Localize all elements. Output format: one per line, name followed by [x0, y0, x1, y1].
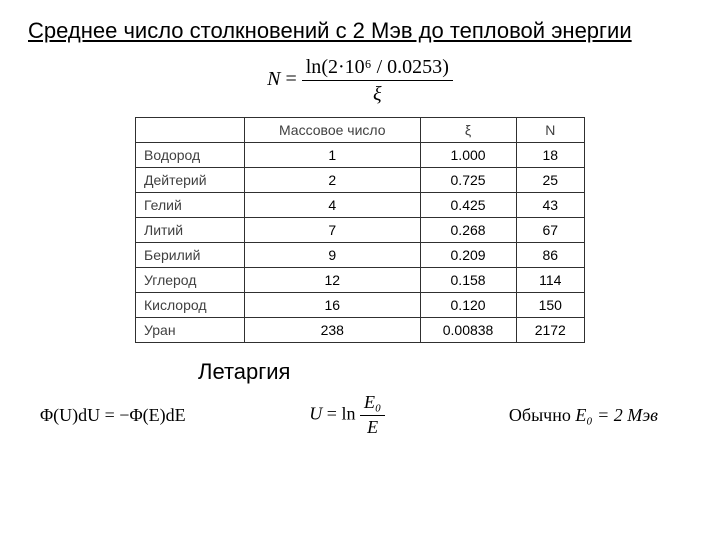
page-title: Среднее число столкновений с 2 Мэв до те…: [28, 18, 692, 44]
table-row: Гелий 4 0.425 43: [136, 193, 585, 218]
collision-formula: N = ln(2·10⁶ / 0.0253) ξ: [28, 56, 692, 105]
flux-relation: Φ(U)dU = −Φ(E)dE: [40, 405, 186, 426]
table-row: Кислород 16 0.120 150: [136, 293, 585, 318]
table-row: Углерод 12 0.158 114: [136, 268, 585, 293]
u-definition: U = ln E₀ E: [309, 393, 385, 438]
bottom-formulas: Φ(U)dU = −Φ(E)dE U = ln E₀ E Обычно E₀ =…: [28, 393, 692, 438]
col-header-massnum: Массовое число: [245, 118, 421, 143]
col-header-blank: [136, 118, 245, 143]
table-row: Литий 7 0.268 67: [136, 218, 585, 243]
table-header-row: Массовое число ξ N: [136, 118, 585, 143]
col-header-xi: ξ: [420, 118, 516, 143]
ln-arg: 2·10⁶ / 0.0253: [328, 56, 442, 78]
collision-table: Массовое число ξ N Водород 1 1.000 18 Де…: [135, 117, 585, 343]
table-row: Уран 238 0.00838 2172: [136, 318, 585, 343]
table-row: Дейтерий 2 0.725 25: [136, 168, 585, 193]
ln-label: ln: [306, 56, 322, 78]
table-row: Водород 1 1.000 18: [136, 143, 585, 168]
usually-note: Обычно E₀ = 2 Мэв: [509, 405, 658, 426]
table-row: Берилий 9 0.209 86: [136, 243, 585, 268]
formula-lhs: N: [267, 68, 280, 90]
formula-denominator: ξ: [302, 81, 453, 105]
col-header-n: N: [516, 118, 584, 143]
lethargy-heading: Летаргия: [198, 359, 692, 385]
